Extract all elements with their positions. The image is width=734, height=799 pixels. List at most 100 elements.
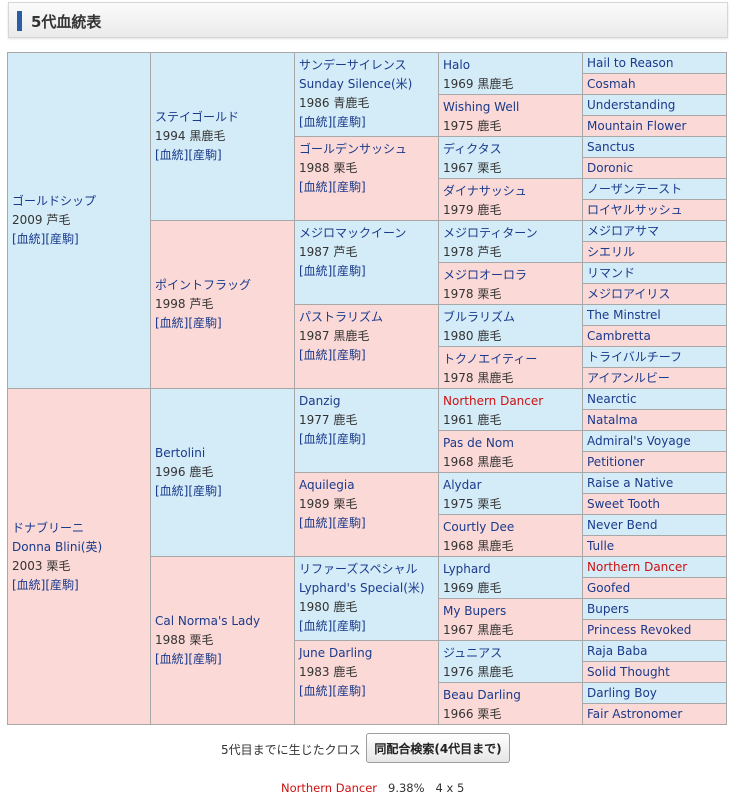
- pedigree-cell-g5: Nearctic: [583, 389, 727, 410]
- horse-name-link[interactable]: Natalma: [587, 413, 638, 427]
- horse-name-link[interactable]: Fair Astronomer: [587, 707, 683, 721]
- pedigree-cell-g5: The Minstrel: [583, 305, 727, 326]
- pedigree-offspring-links[interactable]: [血統][産駒]: [299, 432, 366, 446]
- pedigree-cell-g5: Solid Thought: [583, 662, 727, 683]
- pedigree-cell-g1: ドナブリーニ Donna Blini(英) 2003 栗毛 [血統][産駒]: [8, 389, 151, 725]
- horse-name-link[interactable]: Northern Dancer: [587, 560, 688, 574]
- pedigree-cell-g5: Natalma: [583, 410, 727, 431]
- pedigree-offspring-links[interactable]: [血統][産駒]: [12, 232, 79, 246]
- pedigree-offspring-links[interactable]: [血統][産駒]: [299, 619, 366, 633]
- horse-name-link[interactable]: Halo: [443, 58, 471, 72]
- horse-name-link[interactable]: Sanctus: [587, 140, 635, 154]
- horse-birth-color: 1977 鹿毛: [299, 413, 358, 427]
- horse-name-link[interactable]: トライバルチーフ: [587, 350, 683, 364]
- horse-name-link[interactable]: Bupers: [587, 602, 630, 616]
- pedigree-offspring-links[interactable]: [血統][産駒]: [299, 516, 366, 530]
- horse-name-link[interactable]: Alydar: [443, 478, 482, 492]
- horse-name-link[interactable]: ジュニアス: [443, 646, 503, 660]
- horse-name-link[interactable]: パストラリズム: [299, 310, 384, 324]
- pedigree-offspring-links[interactable]: [血統][産駒]: [299, 180, 366, 194]
- horse-name-link[interactable]: Cal Norma's Lady: [155, 614, 261, 628]
- horse-name-link[interactable]: Pas de Nom: [443, 436, 514, 450]
- horse-name-link[interactable]: ロイヤルサッシュ: [587, 203, 683, 217]
- horse-name-link[interactable]: Sweet Tooth: [587, 497, 661, 511]
- pedigree-offspring-links[interactable]: [血統][産駒]: [299, 348, 366, 362]
- horse-name-link[interactable]: Darling Boy: [587, 686, 657, 700]
- horse-name-link[interactable]: Doronic: [587, 161, 634, 175]
- horse-birth-color: 1978 黒鹿毛: [443, 371, 514, 385]
- horse-name-link[interactable]: リファーズスペシャル: [299, 562, 418, 576]
- pedigree-cell-g3: リファーズスペシャル Lyphard's Special(米) 1980 鹿毛 [血統…: [295, 557, 439, 641]
- pedigree-offspring-links[interactable]: [血統][産駒]: [299, 684, 366, 698]
- cross-percent: 9.38%: [388, 781, 425, 795]
- pedigree-offspring-links[interactable]: [血統][産駒]: [299, 264, 366, 278]
- horse-name-link[interactable]: アイアンルビー: [587, 371, 670, 385]
- horse-name-link[interactable]: Admiral's Voyage: [587, 434, 691, 448]
- horse-name-link[interactable]: トクノエイティー: [443, 352, 538, 366]
- horse-name-link[interactable]: Courtly Dee: [443, 520, 515, 534]
- horse-name-link[interactable]: ノーザンテースト: [587, 182, 683, 196]
- horse-name-link[interactable]: Never Bend: [587, 518, 658, 532]
- horse-name-link[interactable]: メジロマックイーン: [299, 226, 407, 240]
- pedigree-cell-g3: Aquilegia 1989 栗毛 [血統][産駒]: [295, 473, 439, 557]
- pedigree-cell-g5: Northern Dancer: [583, 557, 727, 578]
- pedigree-cell-g4: Beau Darling 1966 栗毛: [439, 683, 583, 725]
- horse-name-link[interactable]: Nearctic: [587, 392, 637, 406]
- horse-name-link[interactable]: Cambretta: [587, 329, 651, 343]
- horse-name-link[interactable]: Lyphard: [443, 562, 491, 576]
- horse-name-link[interactable]: ディクタス: [443, 142, 502, 156]
- horse-name-link[interactable]: メジロティターン: [443, 226, 538, 240]
- horse-name-link[interactable]: Northern Dancer: [443, 394, 544, 408]
- pedigree-offspring-links[interactable]: [血統][産駒]: [299, 115, 366, 129]
- pedigree-offspring-links[interactable]: [血統][産駒]: [155, 148, 222, 162]
- horse-name-foreign-link[interactable]: Lyphard's Special(米): [299, 581, 425, 595]
- pedigree-cell-g5: Goofed: [583, 578, 727, 599]
- horse-name-link[interactable]: Bertolini: [155, 446, 206, 460]
- horse-name-link[interactable]: リマンド: [587, 266, 636, 280]
- horse-name-foreign-link[interactable]: Donna Blini(英): [12, 539, 103, 554]
- same-mating-search-button[interactable]: 同配合検索(4代目まで): [366, 733, 510, 763]
- horse-name-link[interactable]: メジロオーロラ: [443, 268, 528, 282]
- horse-name-link[interactable]: Wishing Well: [443, 100, 520, 114]
- horse-name-link[interactable]: シエリル: [587, 245, 636, 259]
- horse-birth-color: 1968 黒鹿毛: [443, 455, 514, 469]
- pedigree-table: ゴールドシップ 2009 芦毛 [血統][産駒] ドナブリーニ Donna Blini(…: [7, 52, 727, 725]
- horse-name-link[interactable]: Petitioner: [587, 455, 645, 469]
- horse-name-link[interactable]: Solid Thought: [587, 665, 670, 679]
- horse-name-foreign-link[interactable]: Sunday Silence(米): [299, 77, 413, 91]
- pedigree-cell-g1: ゴールドシップ 2009 芦毛 [血統][産駒]: [8, 53, 151, 389]
- horse-name-link[interactable]: The Minstrel: [587, 308, 661, 322]
- pedigree-cell-g3: Danzig 1977 鹿毛 [血統][産駒]: [295, 389, 439, 473]
- horse-name-link[interactable]: サンデーサイレンス: [299, 58, 407, 72]
- horse-name-link[interactable]: ドナブリーニ: [12, 520, 85, 535]
- horse-name-link[interactable]: ゴールドシップ: [12, 194, 97, 208]
- horse-name-link[interactable]: Aquilegia: [299, 478, 355, 492]
- horse-name-link[interactable]: ゴールデンサッシュ: [299, 142, 408, 156]
- pedigree-offspring-links[interactable]: [血統][産駒]: [155, 316, 222, 330]
- horse-name-link[interactable]: Understanding: [587, 98, 676, 112]
- horse-name-link[interactable]: ダイナサッシュ: [443, 184, 527, 198]
- horse-name-link[interactable]: Beau Darling: [443, 688, 521, 702]
- pedigree-offspring-links[interactable]: [血統][産駒]: [155, 484, 222, 498]
- horse-name-link[interactable]: My Bupers: [443, 604, 507, 618]
- horse-name-link[interactable]: Hail to Reason: [587, 56, 674, 70]
- horse-name-link[interactable]: June Darling: [299, 646, 373, 660]
- pedigree-offspring-links[interactable]: [血統][産駒]: [12, 577, 79, 592]
- horse-name-link[interactable]: Mountain Flower: [587, 119, 687, 133]
- horse-name-link[interactable]: Cosmah: [587, 77, 636, 91]
- horse-name-link[interactable]: Goofed: [587, 581, 631, 595]
- horse-name-link[interactable]: ポイントフラッグ: [155, 278, 252, 292]
- horse-name-link[interactable]: ブルラリズム: [443, 310, 516, 324]
- horse-name-link[interactable]: Princess Revoked: [587, 623, 692, 637]
- cross-horse-link[interactable]: Northern Dancer: [281, 781, 378, 795]
- horse-name-link[interactable]: メジロアイリス: [587, 287, 671, 301]
- horse-name-link[interactable]: Raja Baba: [587, 644, 648, 658]
- pedigree-cell-g4: メジロオーロラ 1978 栗毛: [439, 263, 583, 305]
- horse-name-link[interactable]: Tulle: [587, 539, 615, 553]
- horse-name-link[interactable]: Danzig: [299, 394, 341, 408]
- horse-name-link[interactable]: メジロアサマ: [587, 224, 660, 238]
- horse-name-link[interactable]: Raise a Native: [587, 476, 674, 490]
- pedigree-offspring-links[interactable]: [血統][産駒]: [155, 652, 222, 666]
- horse-name-link[interactable]: ステイゴールド: [155, 110, 240, 124]
- horse-birth-color: 1969 鹿毛: [443, 581, 502, 595]
